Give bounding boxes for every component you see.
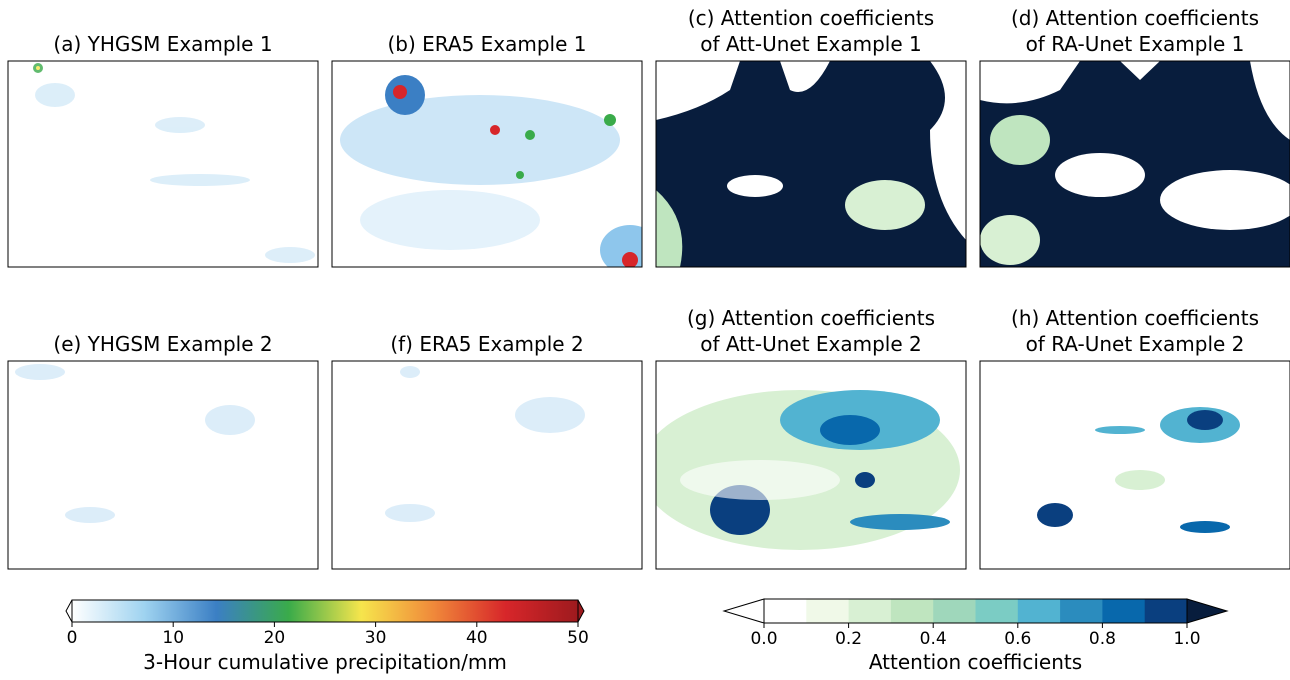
colorbar-band bbox=[1102, 599, 1146, 623]
colorbar-tick-label: 0.6 bbox=[1004, 629, 1031, 649]
panel-frame bbox=[331, 360, 643, 570]
colorbar-extend bbox=[1186, 598, 1229, 624]
panel-e-field bbox=[15, 364, 255, 523]
colorbar-tick-label: 0.8 bbox=[1089, 629, 1116, 649]
panel-g-field bbox=[656, 390, 960, 550]
colorbar-tick-label: 20 bbox=[264, 628, 286, 648]
colorbar-tick-label: 1.0 bbox=[1173, 629, 1200, 649]
panel-title: of RA-Unet Example 1 bbox=[1026, 32, 1245, 56]
panel-d-field bbox=[980, 61, 1290, 267]
colorbar-band bbox=[1060, 599, 1103, 623]
panel-title: (f) ERA5 Example 2 bbox=[390, 332, 583, 356]
panel-c-field bbox=[656, 61, 966, 267]
colorbar-label: 3-Hour cumulative precipitation/mm bbox=[143, 650, 507, 674]
colorbar-frame bbox=[71, 599, 579, 623]
colorbar-extend bbox=[722, 598, 765, 624]
colorbar-fill bbox=[72, 600, 578, 622]
colorbar-extend bbox=[65, 599, 73, 623]
colorbar-band bbox=[1144, 599, 1188, 623]
colorbar-band bbox=[1017, 599, 1061, 623]
panel-title: (e) YHGSM Example 2 bbox=[53, 332, 272, 356]
colorbar-extend bbox=[577, 599, 585, 623]
colorbar-tick-label: 0.2 bbox=[835, 629, 862, 649]
panel-frame bbox=[979, 60, 1290, 268]
colorbar-label: Attention coefficients bbox=[869, 650, 1082, 674]
colorbar-tick-label: 50 bbox=[567, 628, 589, 648]
panel-frame bbox=[655, 360, 967, 570]
panel-h-field bbox=[1037, 407, 1240, 533]
panel-title: (d) Attention coefficients bbox=[1011, 6, 1259, 30]
colorbar-band bbox=[848, 599, 892, 623]
colorbar-band bbox=[806, 599, 850, 623]
panel-frame bbox=[7, 60, 319, 268]
colorbar-tick-label: 0 bbox=[67, 628, 78, 648]
colorbar-tick-label: 40 bbox=[466, 628, 488, 648]
panel-title: (a) YHGSM Example 1 bbox=[53, 32, 272, 56]
panel-frame bbox=[331, 60, 643, 268]
colorbar-tick-label: 0.0 bbox=[750, 629, 777, 649]
panel-title: of Att-Unet Example 2 bbox=[700, 332, 922, 356]
panel-b-field bbox=[340, 75, 642, 267]
panel-title: (c) Attention coefficients bbox=[688, 6, 934, 30]
panel-frame bbox=[655, 60, 967, 268]
panel-f-field bbox=[385, 366, 585, 522]
colorbar-band bbox=[890, 599, 934, 623]
colorbar-tick-label: 10 bbox=[162, 628, 184, 648]
panel-title: of RA-Unet Example 2 bbox=[1026, 332, 1245, 356]
colorbar-band bbox=[933, 599, 976, 623]
colorbar-tick-label: 30 bbox=[365, 628, 387, 648]
colorbar-frame bbox=[763, 598, 1188, 624]
colorbar-band bbox=[975, 599, 1019, 623]
panel-title: (h) Attention coefficients bbox=[1011, 306, 1259, 330]
panel-a-field bbox=[33, 63, 315, 263]
panel-title: of Att-Unet Example 1 bbox=[700, 32, 922, 56]
colorbar-tick-label: 0.4 bbox=[920, 629, 947, 649]
panel-frame bbox=[7, 360, 319, 570]
panel-title: (g) Attention coefficients bbox=[687, 306, 935, 330]
panel-frame bbox=[979, 360, 1290, 570]
colorbar-band bbox=[764, 599, 807, 623]
panel-title: (b) ERA5 Example 1 bbox=[388, 32, 587, 56]
